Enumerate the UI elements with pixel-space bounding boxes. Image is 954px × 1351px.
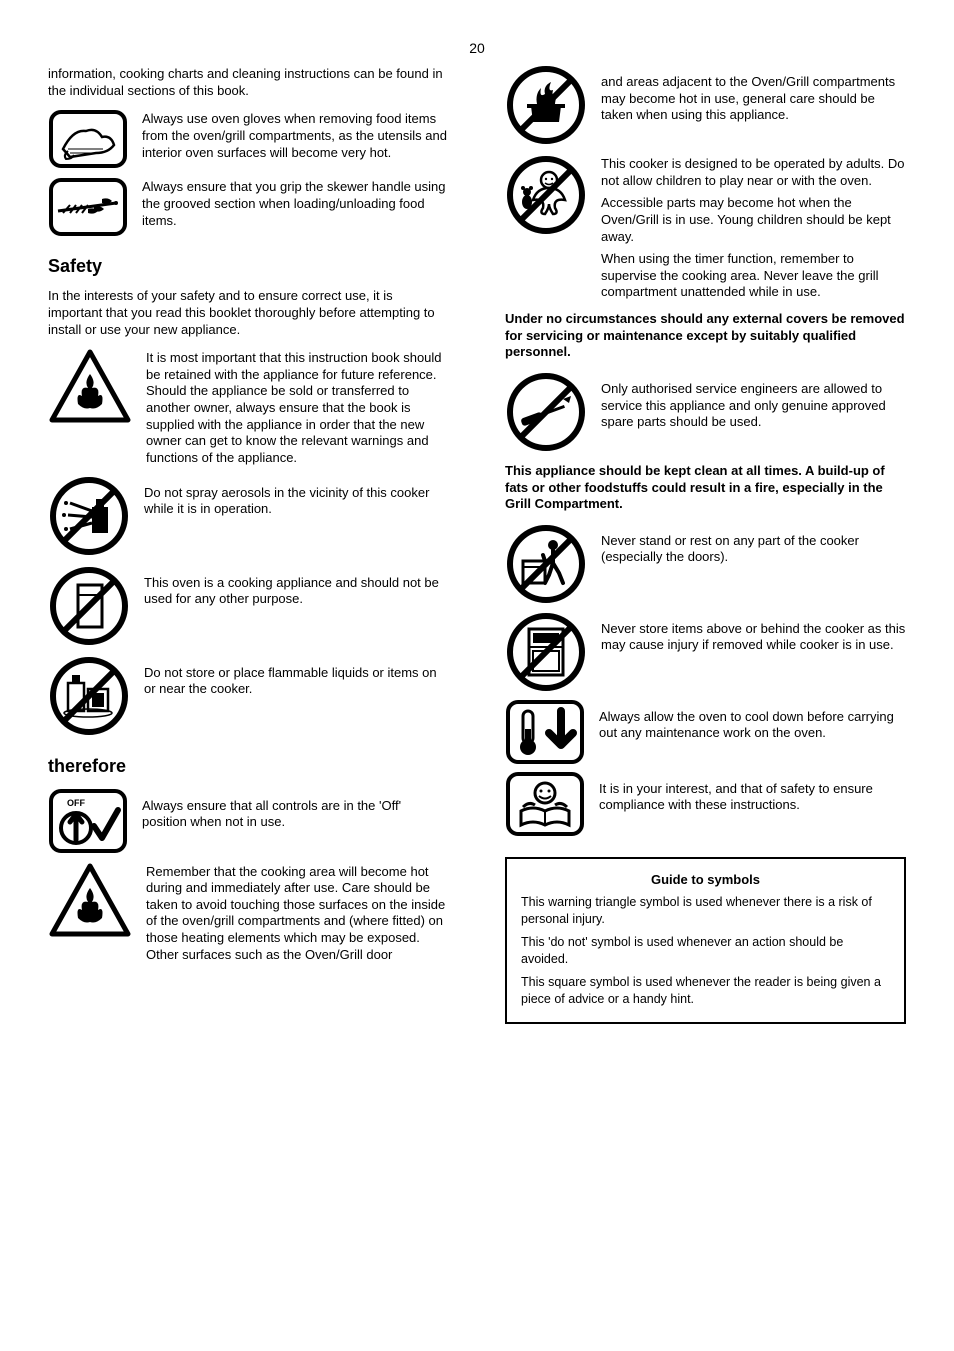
no-store-above-text: Never store items above or behind the co… bbox=[601, 611, 906, 654]
page-number-top: 20 bbox=[48, 40, 906, 56]
symbol-guide-line1: This warning triangle symbol is used whe… bbox=[521, 894, 890, 928]
children-para-2: Accessible parts may become hot when the… bbox=[601, 195, 906, 245]
children-para-1: This cooker is designed to be operated b… bbox=[601, 156, 906, 189]
entry-cool-down: Always allow the oven to cool down befor… bbox=[505, 699, 906, 765]
hot-surface-triangle-icon bbox=[48, 862, 132, 938]
symbol-guide-title: Guide to symbols bbox=[521, 871, 890, 889]
two-column-layout: information, cooking charts and cleaning… bbox=[48, 64, 906, 1024]
entry-no-lean: Never stand or rest on any part of the c… bbox=[505, 523, 906, 605]
entry-no-flaming-pot: and areas adjacent to the Oven/Grill com… bbox=[505, 64, 906, 146]
oven-mitts-text: Always use oven gloves when removing foo… bbox=[142, 109, 449, 161]
cool-down-text: Always allow the oven to cool down befor… bbox=[599, 699, 906, 742]
no-lean-icon bbox=[505, 523, 587, 605]
enjoy-text: It is in your interest, and that of safe… bbox=[599, 771, 906, 814]
no-external-covers-heading: Under no circumstances should any extern… bbox=[505, 311, 906, 361]
safety-intro: In the interests of your safety and to e… bbox=[48, 288, 449, 338]
no-flammables-icon bbox=[48, 655, 130, 737]
entry-residual-fire: Remember that the cooking area will beco… bbox=[48, 862, 449, 964]
entry-off: OFF Always ensure that all controls are … bbox=[48, 788, 449, 854]
no-store-above-icon bbox=[505, 611, 587, 693]
no-other-use-icon bbox=[48, 565, 130, 647]
off-text: Always ensure that all controls are in t… bbox=[142, 788, 449, 831]
skewer-text: Always ensure that you grip the skewer h… bbox=[142, 177, 449, 229]
keep-clean-heading: This appliance should be kept clean at a… bbox=[505, 463, 906, 513]
entry-oven-mitts: Always use oven gloves when removing foo… bbox=[48, 109, 449, 169]
no-spray-icon bbox=[48, 475, 130, 557]
controls-off-icon: OFF bbox=[48, 788, 128, 854]
safety-heading: Safety bbox=[48, 255, 449, 278]
no-lean-text: Never stand or rest on any part of the c… bbox=[601, 523, 906, 566]
therefore-heading: therefore bbox=[48, 755, 449, 778]
entry-enjoy: It is in your interest, and that of safe… bbox=[505, 771, 906, 837]
no-spray-text: Do not spray aerosols in the vicinity of… bbox=[144, 475, 449, 518]
flame-pot-text: and areas adjacent to the Oven/Grill com… bbox=[601, 64, 906, 124]
no-children-icon bbox=[505, 154, 587, 236]
right-column: and areas adjacent to the Oven/Grill com… bbox=[505, 64, 906, 1024]
entry-no-flammables: Do not store or place flammable liquids … bbox=[48, 655, 449, 737]
entry-no-spray: Do not spray aerosols in the vicinity of… bbox=[48, 475, 449, 557]
entry-no-children: This cooker is designed to be operated b… bbox=[505, 154, 906, 301]
entry-no-store-above: Never store items above or behind the co… bbox=[505, 611, 906, 693]
fire-triangle-text: It is most important that this instructi… bbox=[146, 348, 449, 466]
entry-no-screwdriver: Only authorised service engineers are al… bbox=[505, 371, 906, 453]
skewer-icon bbox=[48, 177, 128, 237]
symbol-guide-box: Guide to symbols This warning triangle s… bbox=[505, 857, 906, 1024]
symbol-guide-line3: This square symbol is used whenever the … bbox=[521, 974, 890, 1008]
symbol-guide-line2: This 'do not' symbol is used whenever an… bbox=[521, 934, 890, 968]
children-para-3: When using the timer function, remember … bbox=[601, 251, 906, 301]
no-door-text: This oven is a cooking appliance and sho… bbox=[144, 565, 449, 608]
entry-fire-triangle: It is most important that this instructi… bbox=[48, 348, 449, 466]
cool-down-icon bbox=[505, 699, 585, 765]
no-screwdriver-text: Only authorised service engineers are al… bbox=[601, 371, 906, 431]
residual-fire-text: Remember that the cooking area will beco… bbox=[146, 862, 449, 964]
read-instructions-icon bbox=[505, 771, 585, 837]
left-column: information, cooking charts and cleaning… bbox=[48, 64, 449, 1024]
entry-skewer: Always ensure that you grip the skewer h… bbox=[48, 177, 449, 237]
oven-mitts-icon bbox=[48, 109, 128, 169]
svg-text:OFF: OFF bbox=[67, 798, 85, 808]
no-children-text: This cooker is designed to be operated b… bbox=[601, 154, 906, 301]
no-screwdriver-icon bbox=[505, 371, 587, 453]
intro-paragraph: information, cooking charts and cleaning… bbox=[48, 66, 449, 99]
entry-no-door: This oven is a cooking appliance and sho… bbox=[48, 565, 449, 647]
no-flaming-pot-icon bbox=[505, 64, 587, 146]
no-flammables-text: Do not store or place flammable liquids … bbox=[144, 655, 449, 698]
fire-warning-triangle-icon bbox=[48, 348, 132, 424]
